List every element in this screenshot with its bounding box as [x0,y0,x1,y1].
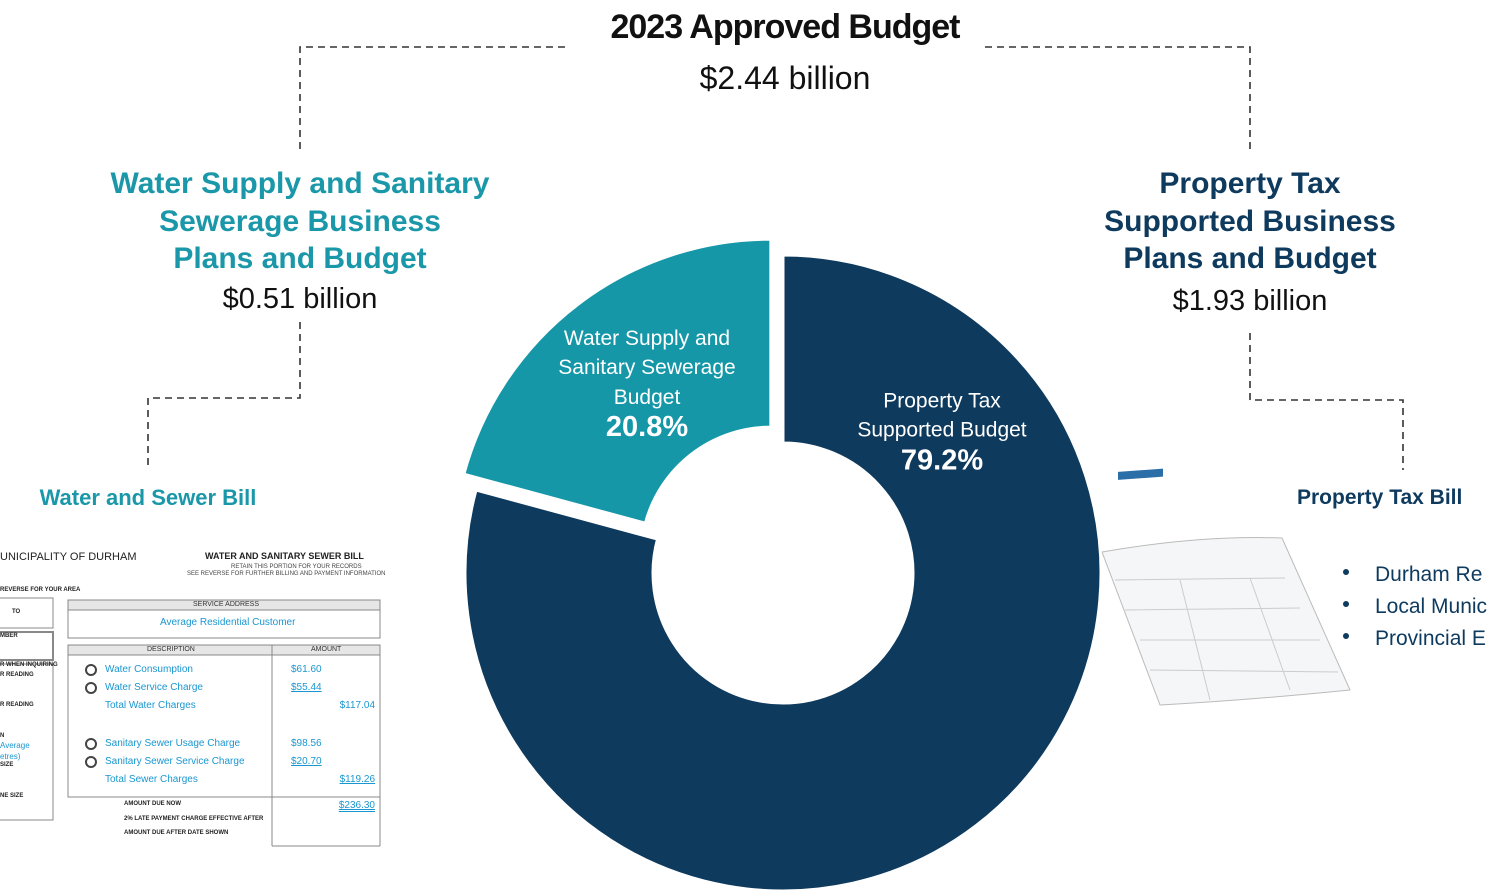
bill-header: AMOUNT [311,646,342,653]
connectors [147,46,1404,470]
bullet-text: Local Munic [1375,595,1488,618]
bill-note: RETAIN THIS PORTION FOR YOUR RECORDS [231,564,362,570]
bullet-mark [1343,601,1349,607]
bill-icon [85,664,97,676]
right-heading: Property Tax Supported Business Plans an… [1104,167,1396,275]
bill-after: AMOUNT DUE AFTER DATE SHOWN [124,830,229,836]
tax-bill-image [1101,468,1351,706]
bill-side-text: R WHEN INQUIRING [0,662,58,668]
bill-side-text: NE SIZE [0,793,24,799]
bill-total: $119.26 [339,774,375,785]
frame [67,644,381,656]
connector [147,322,301,470]
donut-slice [463,253,1103,892]
bullet-mark [1343,633,1349,639]
bill-customer: Average Residential Customer [160,617,296,628]
bill-note: SEE REVERSE FOR FURTHER BILLING AND PAYM… [187,571,386,577]
slice-label: Property Tax Supported Budget 79.2% [822,387,1062,478]
frame [67,599,381,611]
connector [985,46,1251,150]
bill-title: Water and Sewer Bill [39,485,257,510]
bill-icon [85,682,97,694]
bill-side-text: Average [0,741,30,750]
bill-desc: Water Service Charge [105,682,203,693]
bill-header: DESCRIPTION [147,646,195,653]
bill-amount: $55.44 [291,682,322,693]
slice-label: Water Supply and Sanitary Sewerage Budge… [527,324,767,444]
bill-title: Property Tax Bill [1297,486,1463,509]
bill-header: SERVICE ADDRESS [193,601,260,608]
bill-side-text: REVERSE FOR YOUR AREA [0,587,81,593]
bill-side-text: MBER [0,633,18,639]
left-amount: $0.51 billion [222,283,378,315]
bill-total: $117.04 [339,700,375,711]
bill-amount: $98.56 [291,738,322,749]
right-amount: $1.93 billion [1172,285,1328,317]
left-heading: Water Supply and Sanitary Sewerage Busin… [110,167,490,275]
paper [1101,537,1351,706]
bill-amount: $20.70 [291,756,322,767]
frame [0,597,54,629]
bullet-text: Provincial E [1375,627,1486,650]
connector [299,46,565,150]
bill-due: AMOUNT DUE NOW [124,801,181,807]
title: 2023 Approved Budget [610,8,960,46]
frame [0,663,54,821]
slice-name: Water Supply and Sanitary Sewerage Budge… [558,326,736,409]
bill-amount: $61.60 [291,664,322,675]
paper-lines [1114,577,1339,701]
bill-side-text: R READING [0,672,34,678]
paper-band [1118,468,1163,480]
bill-desc: Sanitary Sewer Service Charge [105,756,245,767]
bill-late: 2% LATE PAYMENT CHARGE EFFECTIVE AFTER [124,816,264,822]
bill-heading: WATER AND SANITARY SEWER BILL [205,551,364,561]
bill-due-amount: $236.30 [338,800,375,811]
bullet-mark [1343,569,1349,575]
slice-value: 79.2% [900,444,984,477]
subtitle: $2.44 billion [699,60,871,96]
bill-desc: Sanitary Sewer Usage Charge [105,738,241,749]
slice-name: Property Tax Supported Budget [857,389,1027,443]
connector [1249,333,1404,470]
bill-side-text: SIZE [0,762,14,768]
bill-icon [85,756,97,768]
bill-desc: Total Water Charges [105,700,196,711]
bill-desc: Total Sewer Charges [105,774,198,785]
bullet-text: Durham Re [1375,563,1483,586]
bill-side-text: TO [12,609,21,615]
bill-side-text: etres) [0,752,21,761]
frame [0,631,54,661]
slice-value: 20.8% [605,411,689,444]
bill-side-text: R READING [0,702,34,708]
bill-desc: Water Consumption [105,664,193,675]
bill-icon [85,738,97,750]
water-bill-frame [0,597,381,847]
bill-org: UNICIPALITY OF DURHAM [0,551,137,563]
bill-side-text: N [0,733,5,739]
donut-slice [462,237,773,526]
